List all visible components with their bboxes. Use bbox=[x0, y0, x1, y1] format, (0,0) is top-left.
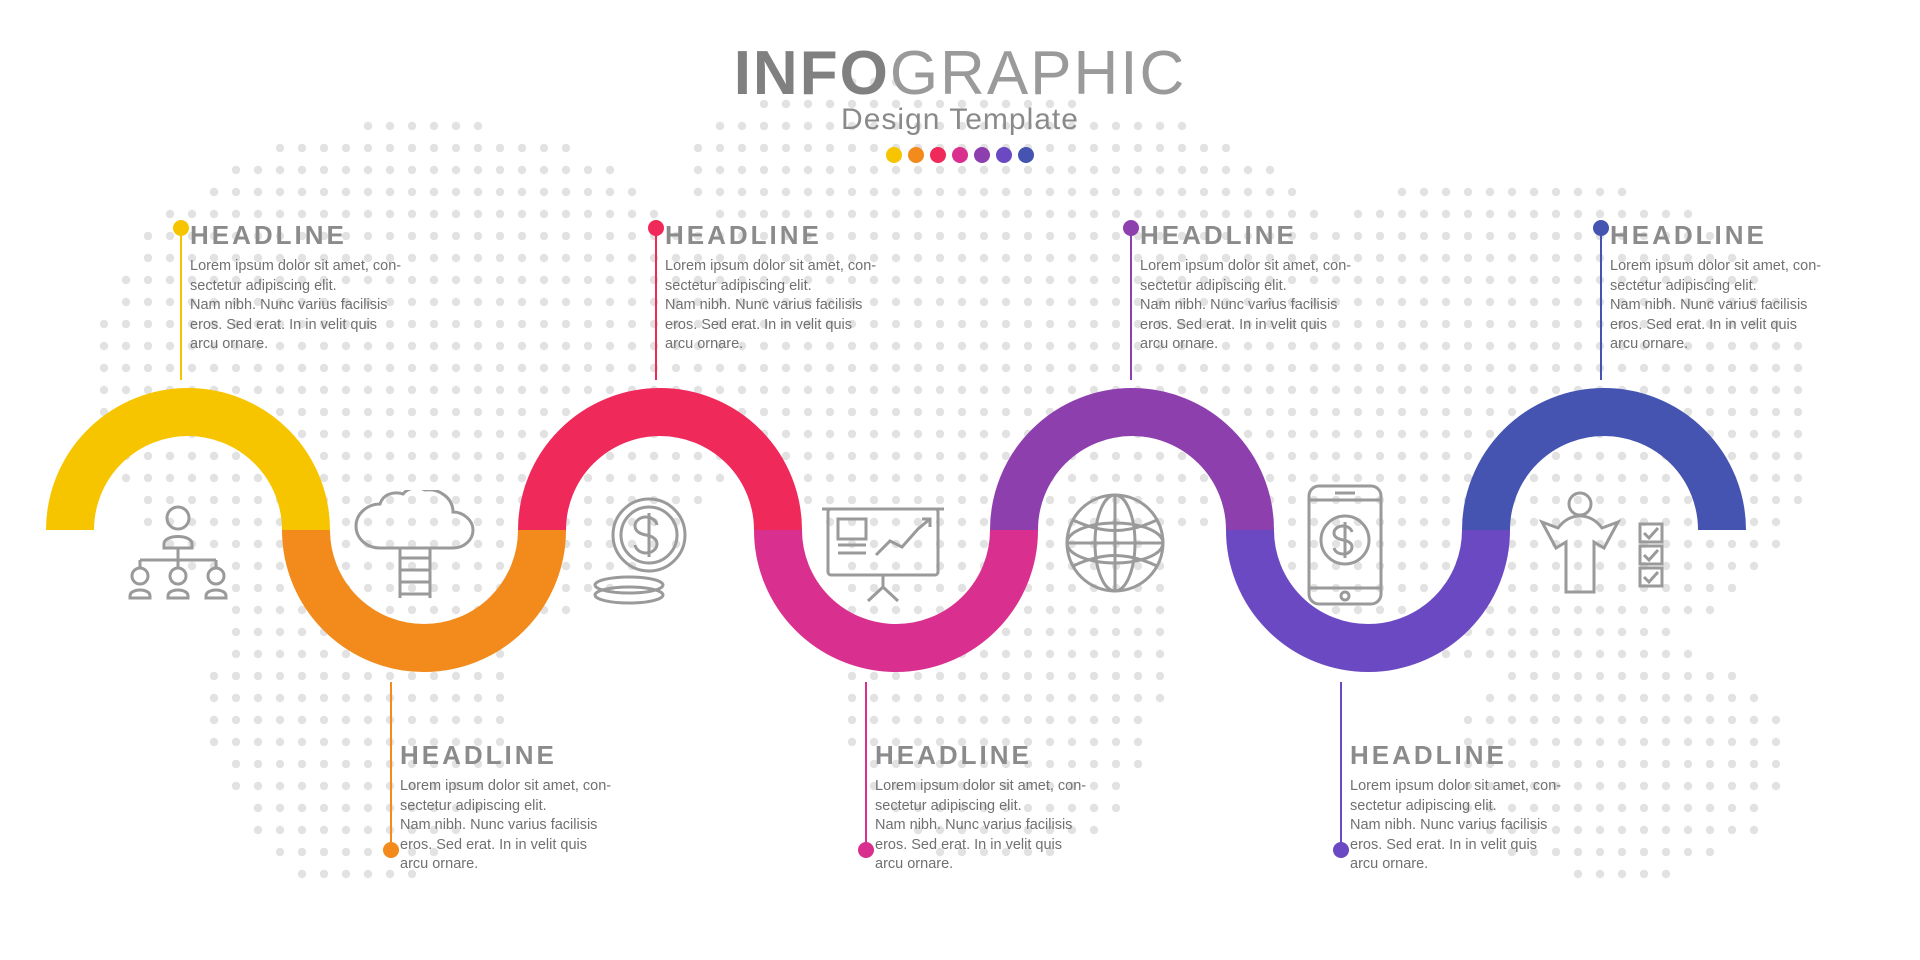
callout-body: Lorem ipsum dolor sit amet, con-sectetur… bbox=[665, 257, 965, 355]
globe-icon bbox=[1060, 488, 1170, 598]
palette-dots bbox=[0, 147, 1920, 168]
coin-dollar-icon bbox=[585, 495, 705, 605]
org-chart-icon bbox=[118, 500, 238, 600]
callout-headline: HEADLINE bbox=[665, 220, 965, 251]
callout-stem bbox=[655, 228, 657, 380]
palette-dot bbox=[952, 147, 968, 163]
title-block: INFOGRAPHIC Design Template bbox=[0, 38, 1920, 168]
palette-dot bbox=[1018, 147, 1034, 163]
callout-dot bbox=[1593, 220, 1609, 236]
callout: HEADLINE Lorem ipsum dolor sit amet, con-… bbox=[875, 740, 1175, 875]
person-checklist-icon bbox=[1532, 488, 1672, 598]
presentation-chart-icon bbox=[818, 495, 948, 605]
callout-stem bbox=[865, 682, 867, 850]
callout: HEADLINE Lorem ipsum dolor sit amet, con-… bbox=[665, 220, 965, 355]
callout-dot bbox=[173, 220, 189, 236]
callout-body: Lorem ipsum dolor sit amet, con-sectetur… bbox=[1350, 777, 1650, 875]
callout-dot bbox=[648, 220, 664, 236]
callout-dot bbox=[858, 842, 874, 858]
title-bold: INFO bbox=[734, 39, 890, 108]
callout-headline: HEADLINE bbox=[400, 740, 700, 771]
callout: HEADLINE Lorem ipsum dolor sit amet, con-… bbox=[1610, 220, 1910, 355]
callout-headline: HEADLINE bbox=[190, 220, 490, 251]
callout-body: Lorem ipsum dolor sit amet, con-sectetur… bbox=[400, 777, 700, 875]
callout-dot bbox=[1123, 220, 1139, 236]
callout-body: Lorem ipsum dolor sit amet, con-sectetur… bbox=[190, 257, 490, 355]
main-title: INFOGRAPHIC bbox=[0, 38, 1920, 109]
callout: HEADLINE Lorem ipsum dolor sit amet, con-… bbox=[190, 220, 490, 355]
phone-dollar-icon bbox=[1295, 480, 1395, 610]
palette-dot bbox=[930, 147, 946, 163]
cloud-ladder-icon bbox=[350, 490, 480, 600]
callout: HEADLINE Lorem ipsum dolor sit amet, con-… bbox=[1140, 220, 1440, 355]
palette-dot bbox=[974, 147, 990, 163]
callout-stem bbox=[1130, 228, 1132, 380]
callout: HEADLINE Lorem ipsum dolor sit amet, con-… bbox=[1350, 740, 1650, 875]
callout-headline: HEADLINE bbox=[1350, 740, 1650, 771]
callout-body: Lorem ipsum dolor sit amet, con-sectetur… bbox=[875, 777, 1175, 875]
callout-body: Lorem ipsum dolor sit amet, con-sectetur… bbox=[1610, 257, 1910, 355]
callout-dot bbox=[383, 842, 399, 858]
callout-dot bbox=[1333, 842, 1349, 858]
callout-stem bbox=[390, 682, 392, 850]
palette-dot bbox=[886, 147, 902, 163]
subtitle: Design Template bbox=[0, 103, 1920, 137]
infographic-stage: INFOGRAPHIC Design Template bbox=[0, 0, 1920, 960]
palette-dot bbox=[908, 147, 924, 163]
callout-stem bbox=[1600, 228, 1602, 380]
callout-headline: HEADLINE bbox=[1140, 220, 1440, 251]
palette-dot bbox=[996, 147, 1012, 163]
callout-headline: HEADLINE bbox=[1610, 220, 1910, 251]
callout: HEADLINE Lorem ipsum dolor sit amet, con-… bbox=[400, 740, 700, 875]
callout-stem bbox=[1340, 682, 1342, 850]
title-light: GRAPHIC bbox=[890, 39, 1186, 108]
callout-body: Lorem ipsum dolor sit amet, con-sectetur… bbox=[1140, 257, 1440, 355]
callout-headline: HEADLINE bbox=[875, 740, 1175, 771]
callout-stem bbox=[180, 228, 182, 380]
